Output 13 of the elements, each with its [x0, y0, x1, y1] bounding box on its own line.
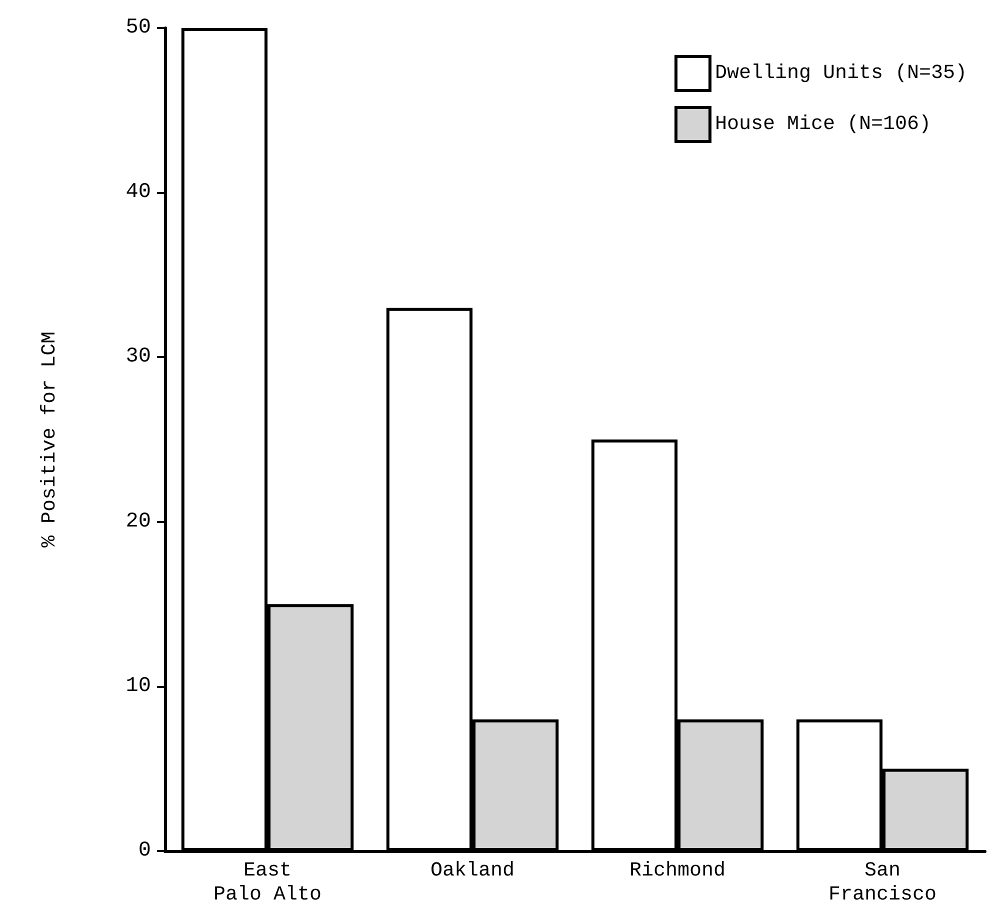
- y-tick-label: 30: [126, 346, 151, 369]
- x-tick-label: Richmond: [629, 860, 726, 882]
- y-tick-label: 10: [126, 674, 151, 698]
- y-tick-label: 0: [138, 840, 151, 862]
- legend-label: Dwelling Units (N=35): [714, 62, 968, 85]
- y-axis-title: % Positive for LCM: [38, 331, 62, 548]
- x-tick-label: San Francisco: [828, 860, 937, 906]
- legend-label: House Mice (N=106): [714, 113, 932, 136]
- x-tick-label: East Palo Alto: [213, 860, 322, 906]
- y-tick-label: 50: [126, 16, 151, 40]
- x-tick-label: Oakland: [430, 860, 515, 882]
- y-tick-label: 20: [126, 510, 151, 534]
- y-tick-label: 40: [126, 181, 151, 204]
